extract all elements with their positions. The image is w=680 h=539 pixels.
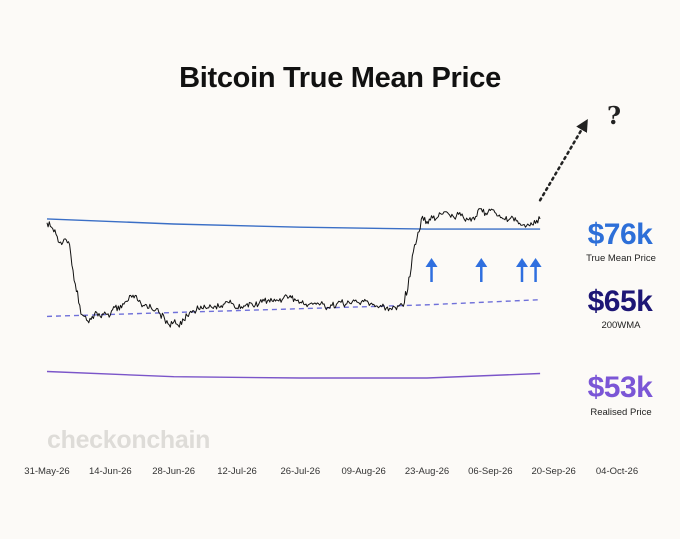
x-tick-label: 23-Aug-26 (404, 466, 450, 477)
x-tick-label: 12-Jul-26 (217, 466, 257, 477)
support-arrow-icon (425, 258, 438, 282)
support-arrow-icon (529, 258, 542, 282)
support-arrow-icon (516, 258, 528, 282)
x-tick-label: 09-Aug-26 (341, 466, 386, 477)
question-mark: ? (607, 101, 621, 130)
x-tick-label: 26-Jul-26 (280, 466, 321, 477)
chart-title: Bitcoin True Mean Price (179, 62, 501, 94)
series-line-price (46, 208, 541, 328)
realised-label: Realised Price (590, 407, 652, 418)
x-tick-label: 31-May-26 (24, 466, 70, 477)
series-line-realised-price (46, 370, 541, 379)
x-tick-label: 28-Jun-26 (152, 466, 196, 477)
x-tick-label: 04-Oct-26 (595, 466, 639, 477)
projection-arrow (538, 118, 588, 202)
wma-label: 200WMA (601, 320, 641, 331)
series-line-true-mean-price (46, 218, 541, 230)
watermark: checkonchain (47, 426, 211, 454)
x-tick-label: 06-Sep-26 (468, 466, 513, 477)
x-tick-label: 20-Sep-26 (531, 466, 576, 477)
series-line-200wma (46, 299, 541, 318)
x-tick-label: 14-Jun-26 (88, 466, 132, 477)
support-arrow-icon (475, 258, 488, 282)
realised-value: $53k (587, 371, 653, 404)
true-mean-value: $76k (587, 218, 653, 251)
wma-value: $65k (587, 285, 653, 318)
true-mean-label: True Mean Price (586, 253, 656, 264)
